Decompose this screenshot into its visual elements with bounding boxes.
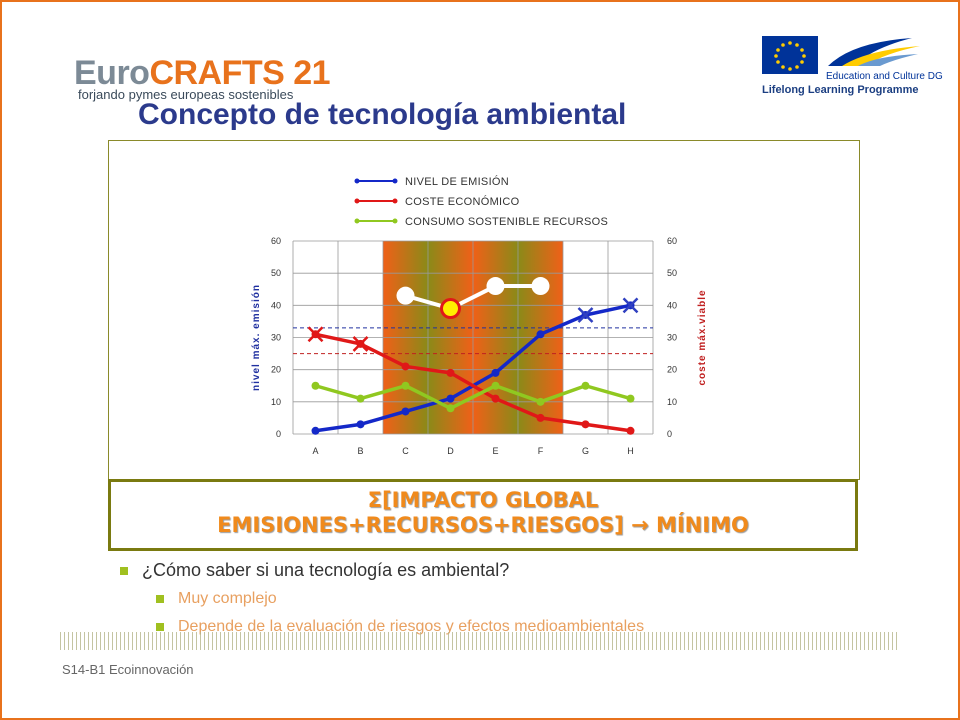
- y-axis-title-right: coste máx.viable: [697, 289, 708, 385]
- bullet-square-icon: [156, 594, 164, 603]
- x-tick-label: C: [402, 446, 409, 456]
- series-point-2: [311, 381, 320, 390]
- series-point-0: [401, 407, 410, 416]
- cross-marker: [307, 326, 324, 343]
- y-tick-left: 0: [276, 429, 281, 439]
- series-point-1: [536, 413, 545, 422]
- legend-dot: [354, 198, 360, 204]
- impact-line-2: EMISIONES+RECURSOS+RIESGOS] → MÍNIMO: [217, 513, 749, 537]
- y-tick-right: 20: [667, 365, 677, 375]
- series-point-2: [581, 381, 590, 390]
- y-tick-left: 40: [271, 300, 281, 310]
- highlight-point: [440, 298, 461, 320]
- slide-title: Concepto de tecnología ambiental: [138, 98, 627, 131]
- series-point-1: [626, 426, 635, 435]
- dotted-divider: [60, 632, 898, 650]
- bullet-square-icon: [120, 567, 128, 576]
- x-tick-label: E: [492, 446, 498, 456]
- cross-marker: [622, 297, 639, 314]
- cross-marker: [577, 307, 594, 323]
- y-tick-left: 10: [271, 397, 281, 407]
- y-tick-left: 60: [271, 236, 281, 246]
- y-tick-right: 0: [667, 429, 672, 439]
- eu-flag-icon: [762, 36, 920, 74]
- series-point-0: [491, 368, 500, 377]
- footer-text: S14-B1 Ecoinnovación: [62, 662, 194, 677]
- bullet-square-icon: [156, 622, 164, 631]
- series-point-0: [356, 420, 365, 429]
- legend-label: COSTE ECONÓMICO: [405, 195, 520, 208]
- emission-chart: 0 0 10 10 20 20 30 30 40 40 50 50 60 60 A B C D E F G Hnivel …: [251, 175, 708, 456]
- eu-dg-label: Education and Culture DG: [826, 71, 943, 82]
- series-point-0: [536, 330, 545, 339]
- y-tick-right: 60: [667, 236, 677, 246]
- impact-line-1: Σ[IMPACTO GLOBAL: [367, 488, 599, 512]
- bullet-sub-1: Muy complejo: [156, 590, 277, 608]
- eu-logo: [762, 36, 922, 106]
- series-point-2: [446, 404, 455, 413]
- y-tick-right: 40: [667, 300, 677, 310]
- series-point-0: [311, 426, 320, 435]
- y-axis-title-left: nivel máx. emisión: [251, 284, 262, 391]
- y-tick-right: 50: [667, 268, 677, 278]
- legend-dot: [354, 218, 360, 224]
- legend-dot: [392, 218, 398, 224]
- series-point-2: [626, 394, 635, 403]
- cross-marker: [352, 336, 369, 352]
- logo-subtitle: forjando pymes europeas sostenibles: [78, 87, 294, 102]
- series-line-2: [315, 384, 631, 411]
- highlight-point: [531, 277, 550, 296]
- x-tick-label: B: [357, 446, 363, 456]
- series-point-2: [401, 381, 410, 390]
- legend-label: CONSUMO SOSTENIBLE RECURSOS: [405, 216, 608, 228]
- x-tick-label: H: [627, 446, 634, 456]
- x-tick-label: A: [312, 446, 318, 456]
- legend-label: NIVEL DE EMISIÓN: [405, 175, 509, 188]
- series-point-0: [446, 394, 455, 403]
- y-tick-left: 50: [271, 268, 281, 278]
- legend-dot: [354, 178, 360, 184]
- x-tick-label: D: [447, 446, 454, 456]
- logo-title: EuroCRAFTS 21: [74, 54, 331, 92]
- eu-programme-label: Lifelong Learning Programme: [762, 84, 919, 96]
- highlight-line: [404, 284, 541, 311]
- series-point-2: [356, 394, 365, 403]
- highlight-point: [486, 277, 505, 296]
- y-tick-right: 10: [667, 397, 677, 407]
- y-tick-right: 30: [667, 333, 677, 343]
- series-point-2: [491, 381, 500, 390]
- x-tick-label: G: [582, 446, 589, 456]
- y-tick-left: 30: [271, 333, 281, 343]
- series-line-1: [315, 332, 631, 433]
- y-tick-left: 20: [271, 365, 281, 375]
- legend-dot: [392, 178, 398, 184]
- series-point-2: [536, 397, 545, 406]
- series-point-1: [491, 394, 500, 403]
- bullet-main: ¿Cómo saber si una tecnología es ambient…: [120, 560, 509, 581]
- highlight-point: [396, 286, 415, 305]
- x-tick-label: F: [538, 446, 544, 456]
- series-point-1: [581, 420, 590, 429]
- impact-box: Σ[IMPACTO GLOBAL EMISIONES+RECURSOS+RIES…: [108, 479, 858, 551]
- bullet-sub-2: Depende de la evaluación de riesgos y ef…: [156, 618, 644, 636]
- series-point-1: [446, 368, 455, 377]
- legend-dot: [392, 198, 398, 204]
- series-point-1: [401, 362, 410, 371]
- eurocrafts-logo: EuroCRAFTS 21 forjando pymes europeas so…: [56, 40, 331, 108]
